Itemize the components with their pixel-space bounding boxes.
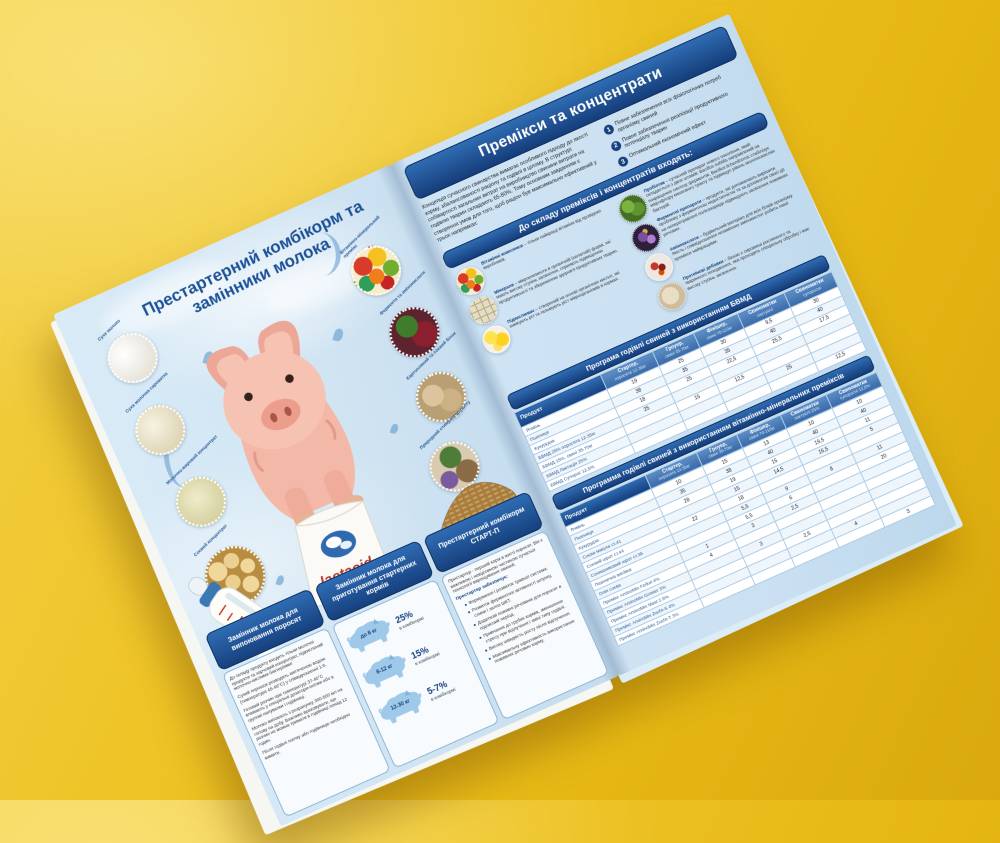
- milk-drop-icon: [275, 574, 285, 587]
- pig-weight-row: 8-12 кг 15% в комбікормі: [355, 625, 464, 697]
- pig-weight-row: до 8 кг 25% в комбікормі: [339, 589, 448, 661]
- pig-silhouette-icon: 12-30 кг: [371, 682, 432, 732]
- potato-soy-protein-icon: [408, 363, 475, 431]
- pig-silhouette-icon: до 8 кг: [339, 610, 400, 660]
- ingredient-circle-item: Картопляний та соєвий білок: [405, 331, 475, 431]
- pig-percent-block: 5-7% в комбікормі: [425, 676, 456, 702]
- pig-percent-block: 15% в комбікормі: [410, 641, 441, 667]
- left-page: Престартерний комбікорм та замінники мол…: [53, 164, 619, 827]
- pig-weight-row: 12-30 кг 5-7% в комбікормі: [371, 660, 480, 732]
- pig-silhouette-icon: 8-12 кг: [355, 646, 416, 696]
- goal-number-badge: 3: [616, 155, 630, 169]
- ingredient-circle-item: Ферменти та амінокислоти: [379, 270, 448, 366]
- panel-body: до 8 кг 25% в комбікормі 8-12 кг 15% в комбік…: [331, 578, 500, 769]
- bottom-panels: Замінник молока для випоювання поросят Д…: [204, 490, 610, 818]
- goal-number-badge: 1: [602, 123, 616, 137]
- enzymes-icon: [381, 299, 448, 366]
- goal-number-badge: 2: [609, 139, 623, 153]
- brochure-spread: Престартерний комбікорм та замінники мол…: [49, 13, 964, 836]
- piglet-photo: [206, 320, 356, 531]
- pig-percent-block: 25% в комбікормі: [394, 605, 425, 631]
- panel-milk-replacer-starter: Замінник молока для приготування стартер…: [313, 539, 500, 769]
